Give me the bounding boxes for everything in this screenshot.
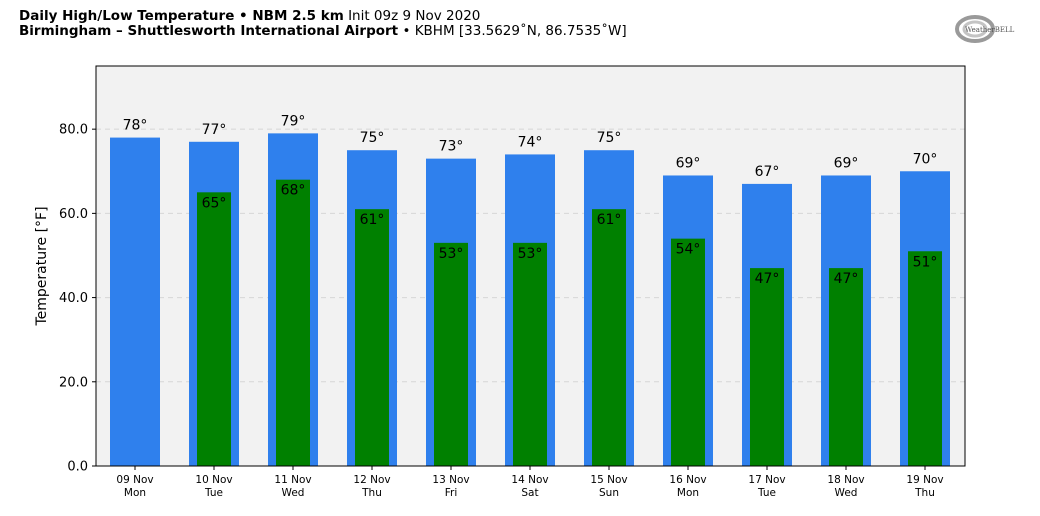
x-tick-day: Fri	[445, 487, 458, 499]
y-tick-label: 40.0	[59, 291, 88, 306]
x-tick-day: Mon	[677, 487, 699, 499]
low-label: 53°	[439, 246, 464, 262]
init-time: Init 09z 9 Nov 2020	[348, 8, 481, 24]
x-tick-date: 17 Nov	[748, 474, 785, 486]
x-tick-date: 09 Nov	[116, 474, 153, 486]
low-label: 68°	[281, 183, 306, 199]
title-main: Daily High/Low Temperature • NBM 2.5 km	[19, 8, 344, 24]
x-tick-date: 11 Nov	[274, 474, 311, 486]
high-label: 77°	[202, 122, 227, 138]
x-tick-date: 15 Nov	[590, 474, 627, 486]
title-line-1: Daily High/Low Temperature • NBM 2.5 km …	[19, 9, 627, 24]
low-label: 61°	[597, 212, 622, 228]
y-tick-label: 0.0	[67, 460, 88, 475]
y-tick-label: 80.0	[59, 123, 88, 138]
station-name: Birmingham – Shuttlesworth International…	[19, 23, 399, 39]
x-tick-date: 12 Nov	[353, 474, 390, 486]
x-tick-day: Sun	[599, 487, 619, 499]
logo-text: WeatherBELL	[965, 26, 1015, 34]
high-label: 75°	[597, 130, 622, 146]
low-bars	[197, 179, 942, 466]
x-tick-day: Mon	[124, 487, 146, 499]
x-tick-day: Tue	[757, 487, 776, 499]
weatherbell-logo: WeatherBELL	[955, 15, 1015, 43]
x-tick-date: 14 Nov	[511, 474, 548, 486]
low-label: 61°	[360, 212, 385, 228]
x-tick-day: Wed	[282, 487, 305, 499]
low-bar	[908, 251, 942, 466]
high-label: 70°	[913, 151, 938, 167]
x-tick-date: 10 Nov	[195, 474, 232, 486]
x-tick-date: 18 Nov	[827, 474, 864, 486]
low-bar	[276, 179, 310, 466]
x-tick-day: Thu	[361, 487, 382, 499]
low-bar	[592, 209, 626, 466]
low-bar	[197, 192, 231, 466]
low-bar	[355, 209, 389, 466]
high-label: 78°	[123, 118, 148, 134]
high-label: 67°	[755, 164, 780, 180]
low-label: 47°	[755, 271, 780, 287]
x-tick-day: Thu	[914, 487, 935, 499]
data-labels: 78° 77° 65° 79° 68° 75° 61° 73° 53° 74° 53° 75° 61° 6…	[123, 113, 938, 287]
low-bar	[513, 242, 547, 466]
high-label: 79°	[281, 113, 306, 129]
x-tick-day: Sat	[521, 487, 538, 499]
high-label: 75°	[360, 130, 385, 146]
low-bar	[671, 238, 705, 466]
x-tick-date: 16 Nov	[669, 474, 706, 486]
low-bar	[829, 268, 863, 466]
x-tick-day: Tue	[204, 487, 223, 499]
high-label: 73°	[439, 139, 464, 155]
low-bar	[434, 242, 468, 466]
x-tick-day: Wed	[835, 487, 858, 499]
low-label: 47°	[834, 271, 859, 287]
low-label: 51°	[913, 254, 938, 270]
low-label: 54°	[676, 242, 701, 258]
high-label: 69°	[834, 155, 859, 171]
low-label: 65°	[202, 195, 227, 211]
high-label: 74°	[518, 134, 543, 150]
plot-frame	[95, 65, 966, 467]
high-bar	[110, 137, 160, 466]
low-label: 53°	[518, 246, 543, 262]
title-line-2: Birmingham – Shuttlesworth International…	[19, 24, 627, 39]
x-tick-date: 13 Nov	[432, 474, 469, 486]
chart-title: Daily High/Low Temperature • NBM 2.5 km …	[19, 9, 627, 39]
x-tick-date: 19 Nov	[906, 474, 943, 486]
station-coords: • KBHM [33.5629˚N, 86.7535˚W]	[402, 23, 627, 39]
y-tick-label: 60.0	[59, 207, 88, 222]
y-axis: 0.0 20.0 40.0 60.0 80.0	[59, 123, 96, 475]
y-tick-label: 20.0	[59, 375, 88, 390]
low-bar	[750, 268, 784, 466]
high-label: 69°	[676, 155, 701, 171]
